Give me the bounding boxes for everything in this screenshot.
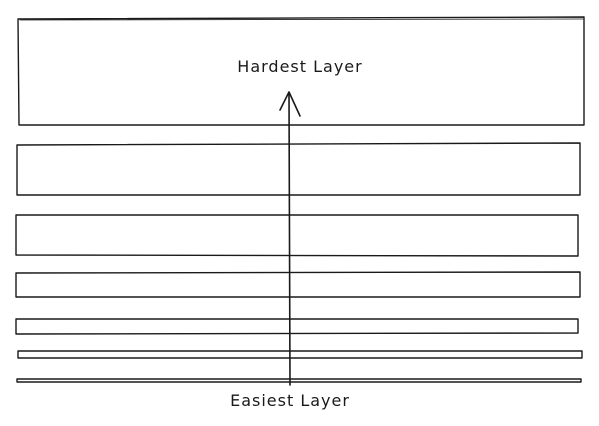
label-hardest-layer: Hardest Layer	[237, 57, 362, 76]
layer-3	[15, 214, 579, 257]
arrow-head-icon	[279, 91, 301, 117]
difficulty-arrow	[279, 91, 301, 386]
arrow-shaft	[288, 92, 291, 386]
layer-2	[16, 142, 581, 196]
layer-4	[15, 271, 581, 298]
layer-6	[17, 350, 583, 359]
layer-easiest	[16, 378, 582, 383]
label-easiest-layer: Easiest Layer	[230, 391, 350, 410]
layer-5	[15, 318, 579, 335]
layer-hardest	[17, 16, 585, 126]
